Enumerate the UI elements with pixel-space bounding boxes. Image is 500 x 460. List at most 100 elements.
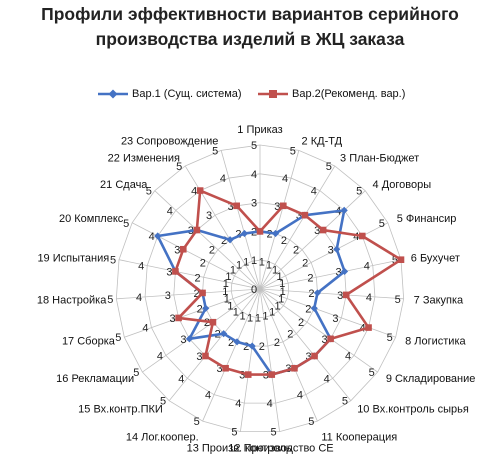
tick-label-5-axis-20: 5 — [123, 218, 129, 230]
tick-label-0-axis-1: 0 — [251, 284, 257, 296]
tick-label-5-axis-22: 5 — [176, 161, 182, 173]
tick-label-5-axis-13: 5 — [231, 427, 237, 439]
grid-spoke-5 — [259, 222, 389, 290]
legend-swatch-series-1 — [98, 89, 128, 99]
series-1-point-23 — [240, 229, 249, 238]
tick-label-1-axis-13: 1 — [247, 313, 253, 325]
tick-label-2-axis-11: 2 — [274, 337, 280, 349]
series-2-point-16 — [209, 318, 217, 326]
tick-label-5-axis-18: 5 — [107, 294, 113, 306]
tick-label-2-axis-4: 2 — [293, 245, 299, 257]
series-2-point-18 — [199, 289, 206, 297]
series-2-point-9 — [327, 335, 334, 343]
tick-label-5-axis-10: 5 — [342, 396, 348, 408]
tick-label-4-axis-11: 4 — [297, 390, 303, 402]
category-label-10: 10 Вх.контроль сырья — [357, 403, 469, 415]
series-2-point-22 — [196, 187, 204, 194]
tick-label-1-axis-17: 1 — [224, 294, 230, 306]
tick-label-2-axis-3: 2 — [281, 235, 287, 247]
tick-label-2-axis-18: 2 — [193, 288, 199, 300]
tick-label-4-axis-9: 4 — [345, 350, 351, 362]
series-2-point-7 — [342, 291, 350, 299]
legend-item-series-2: Вар.2(Рекоменд. вар.) — [258, 84, 405, 104]
chart-title-line-2: производства изделий в ЖЦ заказа — [95, 29, 405, 49]
series-1-point-5 — [333, 245, 341, 253]
tick-label-3-axis-17: 3 — [170, 313, 176, 325]
tick-label-2-axis-10: 2 — [287, 329, 293, 341]
tick-label-4-axis-22: 4 — [191, 186, 197, 198]
tick-label-1-axis-18: 1 — [222, 286, 228, 298]
category-label-7: 7 Закупка — [414, 295, 464, 307]
grid-spoke-2 — [259, 150, 300, 290]
tick-label-1-axis-11: 1 — [262, 310, 268, 322]
category-label-18: 18 Настройка — [37, 295, 107, 307]
grid-spoke-7 — [259, 288, 404, 300]
grid-ring-4 — [144, 173, 376, 404]
grid-spoke-13 — [239, 288, 261, 432]
tick-label-3-axis-10: 3 — [305, 351, 311, 363]
series-2-point-17 — [175, 314, 182, 322]
tick-label-1-axis-22: 1 — [236, 259, 242, 271]
series-2-point-14 — [222, 364, 229, 372]
tick-label-2-axis-6: 2 — [307, 272, 313, 284]
category-label-14: 14 Лог.коопер. — [126, 431, 199, 443]
tick-label-5-axis-9: 5 — [369, 367, 375, 379]
tick-label-2-axis-20: 2 — [200, 258, 206, 270]
tick-label-1-axis-10: 1 — [269, 306, 275, 318]
series-2-point-5 — [358, 232, 366, 240]
tick-label-3-axis-14: 3 — [217, 363, 223, 375]
tick-label-1-axis-7: 1 — [280, 286, 286, 298]
tick-label-3-axis-7: 3 — [337, 290, 343, 302]
category-label-5: 5 Финансир — [397, 213, 457, 225]
tick-label-2-axis-8: 2 — [305, 303, 311, 315]
tick-label-4-axis-3: 4 — [311, 186, 317, 198]
tick-label-1-axis-6: 1 — [279, 278, 285, 290]
series-1-point-2 — [271, 229, 280, 238]
tick-label-3-axis-13: 3 — [239, 370, 245, 382]
tick-label-3-axis-5: 3 — [328, 244, 334, 256]
legend-label-series-2: Вар.2(Рекоменд. вар.) — [292, 88, 406, 100]
category-label-20: 20 Комплекс — [59, 213, 124, 225]
tick-label-5-axis-14: 5 — [194, 416, 200, 428]
legend-swatch-series-2 — [258, 90, 288, 98]
category-label-8: 8 Логистика — [405, 336, 466, 348]
tick-label-4-axis-18: 4 — [136, 292, 142, 304]
tick-label-3-axis-3: 3 — [296, 210, 302, 222]
grid-spoke-15 — [168, 288, 261, 401]
tick-label-4-axis-2: 4 — [282, 173, 288, 185]
tick-label-1-axis-9: 1 — [274, 301, 280, 313]
tick-label-2-axis-22: 2 — [221, 235, 227, 247]
tick-label-4-axis-15: 4 — [178, 373, 184, 385]
series-1-point-20 — [154, 232, 162, 240]
series-1-point-17 — [202, 304, 210, 312]
grid-spoke-17 — [124, 288, 261, 338]
series-1-point-8 — [310, 304, 318, 312]
tick-label-2-axis-21: 2 — [209, 245, 215, 257]
grid-spoke-11 — [259, 288, 318, 422]
tick-label-4-axis-14: 4 — [205, 390, 211, 402]
tick-label-4-axis-19: 4 — [138, 261, 144, 273]
tick-label-1-axis-23: 1 — [243, 256, 249, 268]
grid-spoke-12 — [259, 288, 281, 432]
tick-label-5-axis-8: 5 — [387, 332, 393, 344]
series-1-point-15 — [220, 330, 228, 338]
series-2-point-6 — [397, 256, 405, 264]
tick-label-3-axis-16: 3 — [180, 334, 186, 346]
category-label-22: 22 Изменения — [108, 152, 180, 164]
category-label-12: 12 Производство СЕ — [228, 443, 333, 455]
tick-label-5-axis-11: 5 — [308, 416, 314, 428]
tick-label-3-axis-8: 3 — [332, 313, 338, 325]
category-label-3: 3 План-Бюджет — [340, 152, 419, 164]
category-label-15: 15 Вх.контр.ПКИ — [78, 403, 163, 415]
tick-label-4-axis-7: 4 — [366, 292, 372, 304]
tick-label-2-axis-5: 2 — [302, 258, 308, 270]
legend-label-series-1: Вар.1 (Сущ. система) — [132, 88, 242, 100]
tick-label-2-axis-14: 2 — [228, 337, 234, 349]
tick-label-4-axis-23: 4 — [220, 173, 226, 185]
category-label-17: 17 Сборка — [62, 336, 116, 348]
tick-label-1-axis-4: 1 — [272, 264, 278, 276]
tick-label-2-axis-12: 2 — [259, 341, 265, 353]
tick-label-4-axis-21: 4 — [167, 205, 173, 217]
series-2-point-8 — [365, 324, 372, 331]
